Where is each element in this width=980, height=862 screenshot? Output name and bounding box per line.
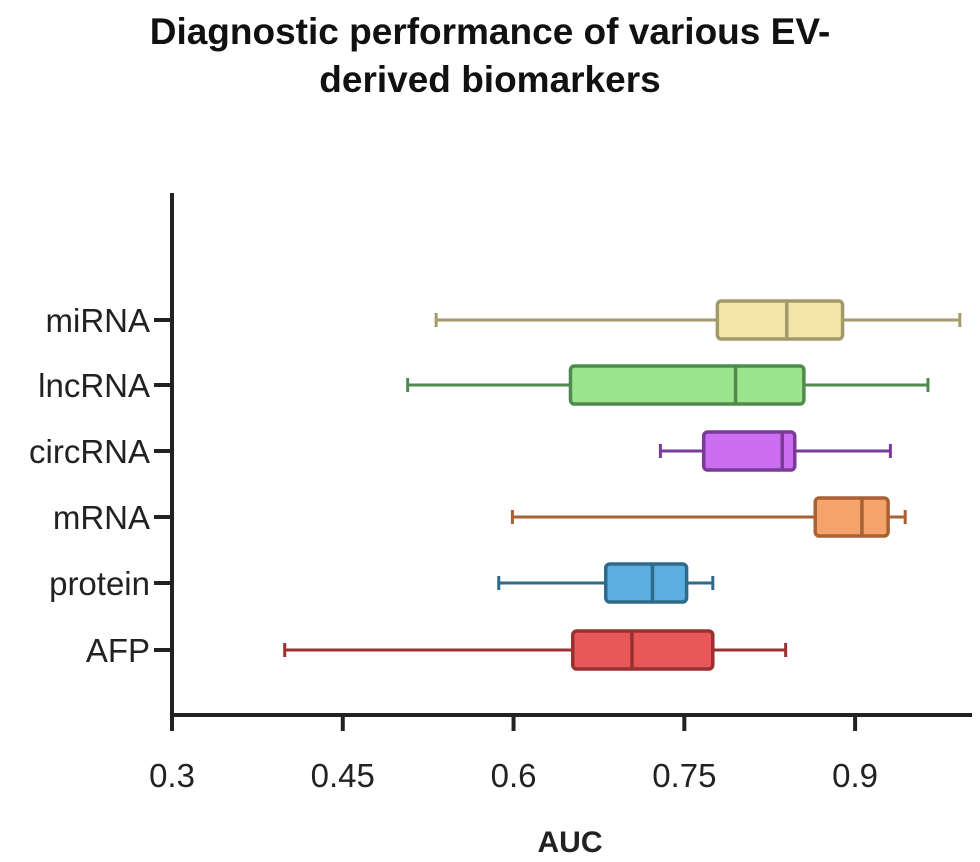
- chart-title: Diagnostic performance of various EV- de…: [0, 8, 980, 104]
- y-tick-label: circRNA: [29, 433, 150, 470]
- x-axis-label: AUC: [538, 826, 603, 859]
- title-line-1: Diagnostic performance of various EV-: [149, 11, 831, 52]
- x-tick-label: 0.9: [832, 757, 878, 794]
- box-lncRNA: [568, 364, 806, 406]
- y-tick-label: protein: [49, 565, 150, 602]
- x-tick-label: 0.45: [311, 757, 375, 794]
- y-tick-label: miRNA: [46, 302, 151, 339]
- box-miRNA: [715, 299, 845, 341]
- y-tick-label: lncRNA: [38, 367, 150, 404]
- x-tick-label: 0.3: [149, 757, 195, 794]
- x-tick-label: 0.6: [491, 757, 537, 794]
- y-tick-label: mRNA: [53, 499, 150, 536]
- box-AFP: [571, 629, 715, 671]
- x-tick-label: 0.75: [652, 757, 716, 794]
- box-circRNA: [701, 430, 797, 472]
- box-mRNA: [813, 496, 890, 538]
- y-tick-label: AFP: [86, 632, 150, 669]
- box-protein: [604, 562, 689, 604]
- title-line-2: derived biomarkers: [319, 59, 661, 100]
